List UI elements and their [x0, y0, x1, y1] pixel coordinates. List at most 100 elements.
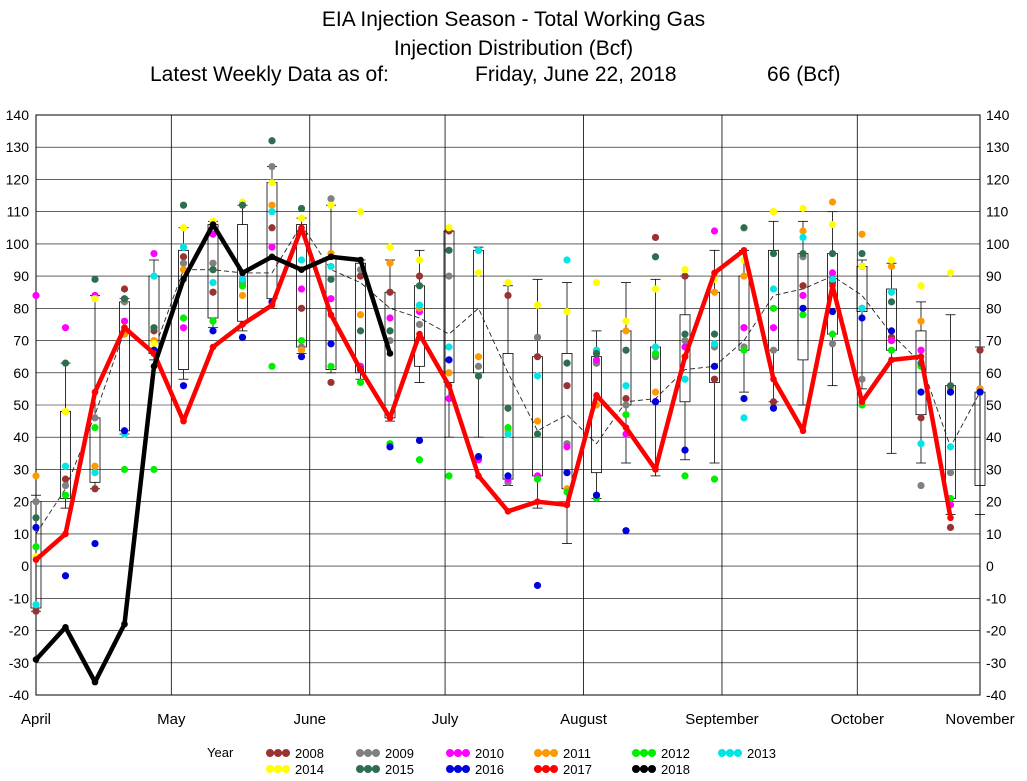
point-2012: [91, 423, 99, 432]
point-2009: [917, 481, 925, 490]
point-2016: [828, 307, 837, 316]
legend-marker-2011: [550, 749, 558, 757]
point-2014: [681, 266, 689, 274]
y-tick-label-right: 60: [986, 365, 1002, 381]
point-2008: [533, 353, 542, 361]
point-2014: [799, 204, 807, 213]
point-2017: [947, 514, 954, 522]
legend-marker-2012: [632, 749, 640, 757]
point-2017: [563, 501, 571, 509]
legend-marker-2013: [718, 749, 726, 757]
point-2010: [32, 291, 40, 300]
y-tick-label-left: 50: [13, 397, 29, 413]
legend-marker-2018: [648, 765, 656, 773]
point-2013: [268, 208, 276, 216]
point-2008: [297, 304, 306, 312]
point-2016: [592, 491, 601, 499]
legend-label-2010: 2010: [475, 746, 504, 761]
point-2011: [533, 417, 542, 425]
point-2008: [563, 382, 571, 390]
legend-marker-2017: [550, 765, 558, 773]
point-2013: [238, 275, 247, 283]
legend-marker-2018: [640, 765, 648, 773]
point-2010: [386, 314, 394, 322]
point-2010: [563, 443, 571, 451]
point-2016: [563, 469, 571, 477]
point-2008: [917, 414, 925, 422]
point-2016: [61, 572, 70, 580]
point-2016: [976, 388, 984, 396]
y-tick-label-left: 0: [21, 558, 29, 574]
point-2011: [799, 227, 807, 235]
point-2014: [592, 278, 601, 287]
legend-marker-2010: [446, 749, 454, 757]
point-2016: [681, 446, 689, 454]
point-2009: [445, 272, 453, 280]
point-2017: [593, 392, 600, 399]
month-label: November: [945, 711, 1014, 728]
point-2013: [91, 469, 99, 477]
point-2010: [297, 285, 306, 293]
point-2016: [887, 327, 896, 335]
point-2015: [297, 204, 306, 213]
point-2014: [622, 317, 630, 325]
point-2013: [858, 304, 866, 312]
point-2009: [61, 481, 70, 490]
y-tick-label-left: 70: [13, 333, 29, 349]
point-2009: [474, 362, 483, 370]
point-2008: [799, 282, 807, 290]
y-tick-label-right: 140: [986, 107, 1010, 123]
point-2014: [563, 307, 571, 316]
point-2015: [858, 249, 866, 258]
point-2012: [533, 475, 542, 483]
legend-marker-2014: [274, 765, 282, 773]
point-2011: [474, 353, 483, 361]
legend-marker-2013: [726, 749, 734, 757]
legend-marker-2008: [266, 749, 274, 757]
point-2015: [150, 324, 158, 332]
point-2016: [386, 443, 394, 451]
y-tick-label-right: -10: [986, 590, 1006, 606]
point-2010: [150, 249, 158, 258]
y-tick-label-right: -30: [986, 655, 1006, 671]
y-tick-label-right: -20: [986, 623, 1006, 639]
point-2015: [386, 327, 394, 335]
point-2010: [828, 269, 837, 277]
point-2017: [534, 498, 541, 505]
point-2011: [268, 201, 276, 209]
point-2017: [327, 311, 335, 319]
point-2008: [504, 291, 512, 300]
point-2008: [61, 475, 70, 483]
y-tick-label-left: 60: [13, 365, 29, 381]
point-2012: [445, 472, 453, 480]
point-2012: [150, 465, 158, 474]
point-2011: [651, 388, 660, 396]
point-2015: [563, 359, 571, 367]
point-2018: [150, 363, 158, 370]
point-2017: [386, 414, 394, 422]
point-2017: [740, 247, 748, 254]
y-tick-label-right: 120: [986, 171, 1010, 187]
point-2016: [740, 394, 748, 403]
point-2013: [415, 301, 424, 309]
legend-marker-2011: [542, 749, 550, 757]
point-2014: [917, 282, 925, 290]
point-2017: [180, 417, 187, 425]
legend-marker-2012: [648, 749, 656, 757]
y-tick-label-right: 90: [986, 268, 1002, 284]
point-2012: [268, 362, 276, 370]
point-2011: [356, 311, 365, 319]
point-2014: [150, 340, 158, 348]
y-tick-label-left: 90: [13, 268, 29, 284]
point-2015: [799, 249, 807, 258]
point-2017: [504, 508, 512, 515]
point-2013: [740, 414, 748, 422]
point-2013: [150, 272, 158, 280]
point-2015: [120, 295, 129, 303]
point-2009: [32, 498, 40, 506]
point-2012: [238, 282, 247, 290]
point-2012: [651, 349, 660, 358]
y-tick-label-left: 30: [13, 461, 29, 477]
y-tick-label-left: -40: [9, 687, 29, 703]
point-2013: [622, 382, 630, 390]
